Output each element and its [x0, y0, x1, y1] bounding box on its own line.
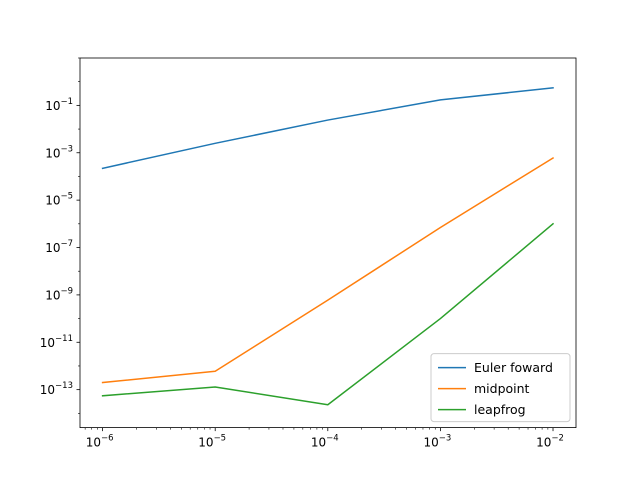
x-tick-exponent: −5 — [214, 434, 227, 444]
x-tick-base: 10 — [311, 436, 326, 450]
y-tick-exponent: −7 — [60, 239, 73, 249]
y-tick-base: 10 — [40, 383, 55, 397]
y-tick-label: 10−13 — [40, 381, 73, 397]
y-tick-label: 10−5 — [45, 192, 73, 208]
major-ticks: 10−6 10−5 10−4 10−3 10−210−1310−1110−910−710… — [40, 97, 564, 450]
plot-frame — [79, 57, 577, 429]
y-tick-base: 10 — [45, 241, 60, 255]
y-tick-exponent: −1 — [60, 97, 73, 107]
y-tick-exponent: −13 — [55, 381, 73, 391]
x-tick-label: 10−2 — [536, 434, 564, 450]
y-tick-label: 10−1 — [45, 97, 73, 113]
x-tick-base: 10 — [86, 436, 101, 450]
legend-label: midpoint — [474, 381, 530, 396]
y-tick-base: 10 — [45, 146, 60, 160]
y-tick-base: 10 — [45, 99, 60, 113]
y-tick-label: 10−3 — [45, 144, 73, 160]
y-tick-exponent: −11 — [55, 334, 73, 344]
x-tick-base: 10 — [536, 436, 551, 450]
y-tick-label: 10−9 — [45, 286, 73, 302]
x-tick-label: 10−3 — [424, 434, 452, 450]
y-tick-label: 10−11 — [40, 334, 73, 350]
y-tick-base: 10 — [40, 336, 55, 350]
series-line-leapfrog — [101, 222, 555, 406]
x-tick-label: 10−4 — [311, 434, 339, 450]
x-tick-exponent: −6 — [101, 434, 114, 444]
x-tick-exponent: −2 — [551, 434, 564, 444]
x-tick-label: 10−6 — [86, 434, 114, 450]
x-tick-base: 10 — [198, 436, 213, 450]
legend-label: leapfrog — [474, 402, 526, 417]
x-tick-exponent: −3 — [439, 434, 452, 444]
y-tick-exponent: −9 — [60, 286, 73, 296]
legend: Euler foward midpoint leapfrog — [430, 353, 571, 423]
legend-label: Euler foward — [474, 360, 553, 375]
series-line-euler-foward — [101, 87, 554, 170]
y-tick-base: 10 — [45, 288, 60, 302]
y-tick-exponent: −5 — [60, 192, 73, 202]
y-tick-label: 10−7 — [45, 239, 73, 255]
series-layer — [101, 87, 555, 406]
y-tick-base: 10 — [45, 194, 60, 208]
x-tick-label: 10−5 — [198, 434, 226, 450]
x-tick-base: 10 — [424, 436, 439, 450]
y-tick-exponent: −3 — [60, 144, 73, 154]
series-line-midpoint — [101, 156, 555, 384]
legend-box — [430, 353, 571, 423]
x-tick-exponent: −4 — [326, 434, 339, 444]
